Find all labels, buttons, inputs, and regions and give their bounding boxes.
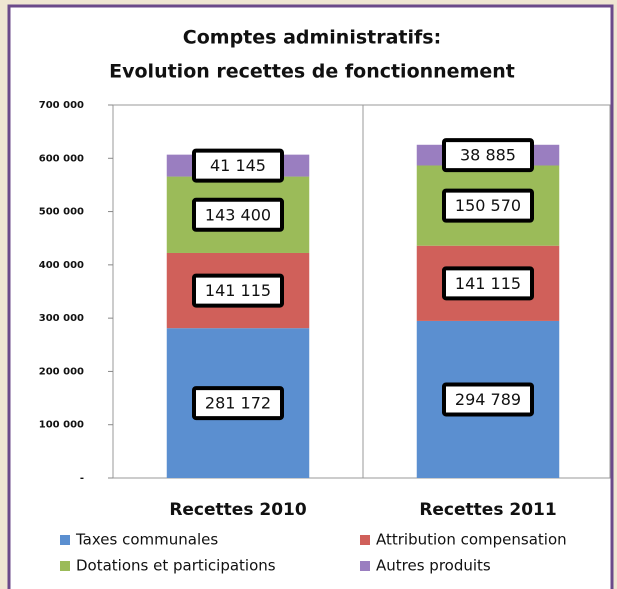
data-label-box <box>442 138 534 173</box>
data-label-box <box>442 382 534 417</box>
legend-label: Taxes communales <box>75 531 218 549</box>
plot-frame <box>112 104 611 479</box>
y-tick-label: 400 000 <box>39 260 84 271</box>
y-tick-label: 300 000 <box>39 313 84 324</box>
data-label: 281 172 <box>205 394 271 413</box>
legend-label: Dotations et participations <box>76 557 276 575</box>
data-label-box <box>192 148 284 183</box>
data-label-box <box>192 197 284 232</box>
legend-swatch <box>60 561 70 571</box>
data-label: 143 400 <box>205 205 271 224</box>
y-tick-label: - <box>80 473 84 484</box>
data-label-box <box>192 273 284 308</box>
legend-label: Autres produits <box>376 557 491 575</box>
data-label: 294 789 <box>455 390 521 409</box>
data-label: 41 145 <box>210 156 266 175</box>
data-label: 150 570 <box>455 196 521 215</box>
data-label-box <box>192 386 284 421</box>
chart-title: Comptes administratifs: <box>183 27 441 49</box>
data-label: 141 115 <box>205 281 271 300</box>
y-tick-label: 200 000 <box>39 366 84 377</box>
y-tick-label: 600 000 <box>39 153 84 164</box>
data-label-box <box>442 266 534 301</box>
x-tick-label: Recettes 2011 <box>419 500 556 520</box>
x-tick-label: Recettes 2010 <box>169 500 307 520</box>
data-label-box <box>442 188 534 223</box>
data-label: 38 885 <box>460 146 516 165</box>
legend-label: Attribution compensation <box>376 531 567 549</box>
data-label: 141 115 <box>455 274 521 293</box>
y-tick-label: 500 000 <box>39 207 84 218</box>
chart-subtitle: Evolution recettes de fonctionnement <box>109 61 515 83</box>
legend-swatch <box>360 561 370 571</box>
y-tick-label: 100 000 <box>39 420 84 431</box>
legend-swatch <box>360 535 370 545</box>
y-tick-label: 700 000 <box>39 100 84 111</box>
legend-swatch <box>60 535 70 545</box>
